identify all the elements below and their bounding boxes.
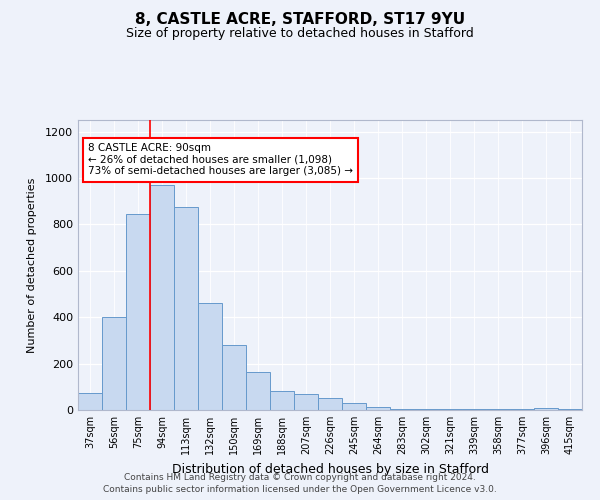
Bar [414, 409, 438, 410]
Bar [126, 214, 150, 410]
Bar [78, 392, 102, 410]
Bar [318, 398, 342, 410]
Bar [270, 392, 294, 410]
Bar [534, 408, 558, 410]
Bar [366, 406, 390, 410]
Bar [150, 185, 174, 410]
Bar [438, 409, 462, 410]
X-axis label: Distribution of detached houses by size in Stafford: Distribution of detached houses by size … [172, 462, 488, 475]
Bar [198, 304, 222, 410]
Text: Contains public sector information licensed under the Open Government Licence v3: Contains public sector information licen… [103, 485, 497, 494]
Bar [462, 409, 486, 410]
Text: 8, CASTLE ACRE, STAFFORD, ST17 9YU: 8, CASTLE ACRE, STAFFORD, ST17 9YU [135, 12, 465, 28]
Bar [222, 345, 246, 410]
Text: 8 CASTLE ACRE: 90sqm
← 26% of detached houses are smaller (1,098)
73% of semi-de: 8 CASTLE ACRE: 90sqm ← 26% of detached h… [88, 143, 353, 176]
Bar [246, 372, 270, 410]
Bar [342, 403, 366, 410]
Bar [510, 409, 534, 410]
Bar [294, 394, 318, 410]
Y-axis label: Number of detached properties: Number of detached properties [26, 178, 37, 352]
Text: Contains HM Land Registry data © Crown copyright and database right 2024.: Contains HM Land Registry data © Crown c… [124, 472, 476, 482]
Bar [174, 207, 198, 410]
Bar [390, 409, 414, 410]
Bar [486, 409, 510, 410]
Bar [558, 409, 582, 410]
Text: Size of property relative to detached houses in Stafford: Size of property relative to detached ho… [126, 28, 474, 40]
Bar [102, 317, 126, 410]
